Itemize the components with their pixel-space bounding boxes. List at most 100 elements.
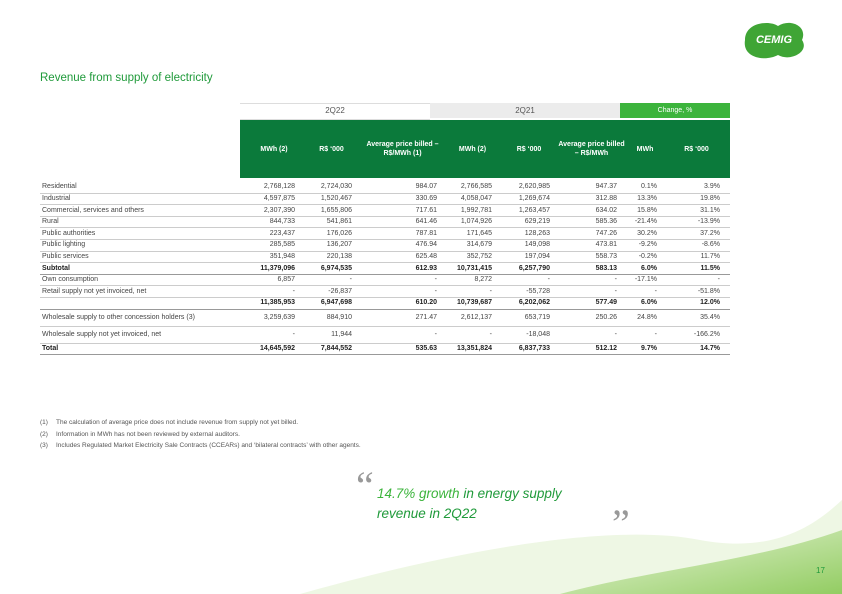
- cell: 535.63: [415, 344, 437, 352]
- cell: 1,074,926: [460, 218, 492, 226]
- cell: 3.9%: [704, 183, 720, 191]
- cell: 2,620,985: [518, 183, 550, 191]
- cell: -: [614, 330, 617, 338]
- cell: -: [489, 330, 492, 338]
- footnote-mark: (2): [40, 430, 48, 438]
- cell: 0.1%: [641, 183, 657, 191]
- row-rule: [40, 227, 730, 229]
- cell: -18,048: [526, 330, 550, 338]
- cell: 13,351,824: [456, 344, 492, 352]
- quote-text: in energy supply revenue in 2Q22: [377, 486, 562, 521]
- footnote-text: Information in MWh has not been reviewed…: [56, 430, 240, 438]
- cell: -21.4%: [634, 218, 657, 226]
- row-label: Wholesale supply to other concession hol…: [42, 313, 195, 321]
- cell: 2,724,030: [320, 183, 352, 191]
- cell: 250.26: [595, 313, 617, 321]
- row-label: Public authorities: [42, 229, 96, 237]
- cell: 6.0%: [641, 299, 657, 307]
- row-label: Total: [42, 344, 59, 352]
- cell: 7,844,552: [320, 344, 352, 352]
- cell: 2,612,137: [460, 313, 492, 321]
- cell: 11,385,953: [260, 299, 295, 307]
- footnote-mark: (1): [40, 419, 48, 426]
- cell: 197,094: [524, 252, 550, 260]
- row-rule: [40, 250, 730, 252]
- row-rule: [40, 285, 730, 287]
- cell: 585.36: [595, 218, 617, 226]
- cell: 30.2%: [637, 229, 657, 237]
- group-header: 2Q22: [325, 106, 345, 115]
- cell: 149,098: [524, 241, 550, 249]
- cell: 31.1%: [700, 206, 720, 214]
- cell: 19.8%: [700, 194, 720, 202]
- row-rule: [40, 215, 730, 217]
- cell: 6,202,062: [518, 299, 550, 307]
- quote-highlight: 14.7% growth: [377, 486, 460, 501]
- cell: 223,437: [269, 229, 295, 237]
- row-label: Wholesale supply not yet invoiced, net: [42, 330, 162, 338]
- row-rule: [40, 192, 730, 194]
- cell: -0.2%: [638, 252, 657, 260]
- header-bg: [240, 120, 730, 178]
- cell: 653,719: [524, 313, 550, 321]
- cell: 612.93: [415, 264, 437, 272]
- cell: 512.12: [595, 344, 617, 352]
- cell: -9.2%: [638, 241, 657, 249]
- row-rule: [40, 273, 730, 275]
- cell: 634.02: [595, 206, 617, 214]
- cell: 312.88: [595, 194, 617, 202]
- column-header: R$ ‘000: [319, 145, 344, 153]
- quote: 14.7% growth in energy supply revenue in…: [377, 484, 577, 524]
- cell: 2,768,128: [263, 183, 295, 191]
- cell: 351,948: [269, 252, 295, 260]
- cell: 12.0%: [700, 299, 720, 307]
- cell: 24.8%: [637, 313, 657, 321]
- cell: 884,910: [326, 313, 352, 321]
- row-label: Rural: [42, 218, 59, 226]
- cell: 1,992,781: [460, 206, 492, 214]
- row-label: Residential: [42, 183, 77, 191]
- cell: -: [654, 287, 657, 295]
- cell: 844,733: [269, 218, 295, 226]
- cell: -17.1%: [634, 276, 657, 284]
- cell: 10,739,687: [456, 299, 492, 307]
- logo-shape: [744, 22, 804, 59]
- cell: 610.20: [415, 299, 437, 307]
- cell: -8.6%: [701, 241, 720, 249]
- cell: 473.81: [595, 241, 617, 249]
- quote-open: “: [356, 463, 374, 508]
- cell: 558.73: [595, 252, 617, 260]
- cell: 625.48: [415, 252, 437, 260]
- quote-close: ”: [612, 501, 630, 546]
- cell: 577.49: [595, 299, 617, 307]
- cell: 171,645: [466, 229, 492, 237]
- cell: -: [292, 287, 295, 295]
- row-label: Retail supply not yet invoiced, net: [42, 287, 147, 295]
- cell: 4,058,047: [460, 194, 492, 202]
- footnote-mark: (3): [40, 442, 48, 449]
- column-header: MWh (2): [260, 145, 288, 153]
- cell: 37.2%: [700, 229, 720, 237]
- cell: -13.9%: [697, 218, 720, 226]
- cell: -55,728: [526, 287, 550, 295]
- cell: 6,857: [277, 276, 295, 284]
- cell: 984.07: [415, 183, 437, 191]
- cell: 136,207: [326, 241, 352, 249]
- cell: 352,752: [466, 252, 492, 260]
- cell: -: [654, 330, 657, 338]
- cell: 629,219: [524, 218, 550, 226]
- cell: 285,585: [269, 241, 295, 249]
- row-rule: [40, 204, 730, 206]
- footnote-text: Includes Regulated Market Electricity Sa…: [56, 442, 361, 449]
- cell: -51.8%: [697, 287, 720, 295]
- cell: 6,257,790: [518, 264, 550, 272]
- cell: 128,263: [524, 229, 550, 237]
- cell: 787.81: [415, 229, 437, 237]
- cell: 176,026: [326, 229, 352, 237]
- cell: -: [717, 276, 720, 284]
- cell: 1,655,806: [320, 206, 352, 214]
- footnote-text: The calculation of average price does no…: [56, 419, 299, 426]
- cell: -: [434, 287, 437, 295]
